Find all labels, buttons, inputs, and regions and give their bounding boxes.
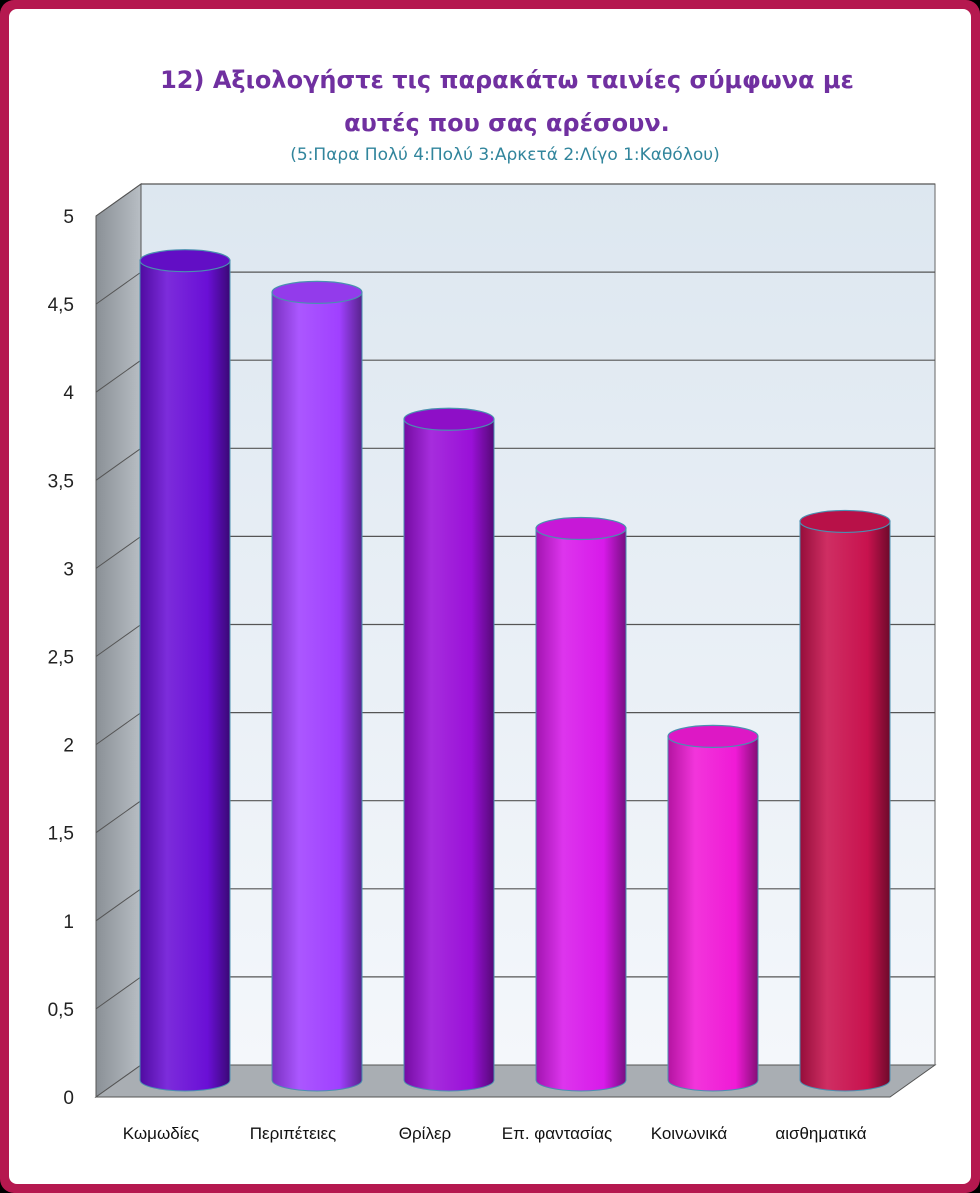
bar-top [667, 724, 759, 749]
y-tick-label: 4,5 [48, 295, 74, 316]
bar-top [403, 407, 495, 431]
x-category-label: αισθηματικά [775, 1124, 866, 1143]
bar [139, 249, 231, 1092]
y-tick-label: 0,5 [48, 1000, 74, 1021]
bar-body [535, 527, 627, 1092]
y-tick-label: 5 [63, 207, 74, 228]
x-axis-labels: Κωμωδίες Περιπέτειες Θρίλερ Επ. φαντασίας Κο… [123, 1124, 867, 1143]
bars [139, 249, 891, 1092]
gridline-side [95, 447, 142, 481]
gridline-side [95, 624, 142, 657]
bar-body [139, 260, 231, 1092]
x-category-label: Θρίλερ [399, 1124, 451, 1143]
chart-subtitle: (5:Παρα Πολύ 4:Πολύ 3:Αρκετά 2:Λίγο 1:Κα… [290, 145, 720, 165]
x-category-label: Κοινωνικά [651, 1124, 728, 1143]
gridline-side [95, 535, 142, 569]
gridline-side [95, 976, 142, 1010]
x-category-label: Επ. φαντασίας [502, 1124, 612, 1143]
bar-top [799, 509, 891, 534]
y-axis-ticks: 0 0,5 1 1,5 2 2,5 3 3,5 4 4,5 5 [48, 207, 75, 1109]
bar-body [667, 735, 759, 1092]
bar [667, 724, 759, 1092]
bar [403, 407, 495, 1092]
gridline-side [95, 359, 142, 393]
y-tick-label: 0 [63, 1088, 74, 1109]
bar [271, 280, 363, 1092]
bar [535, 516, 627, 1092]
bar-top [271, 280, 363, 304]
gridline-side [95, 712, 142, 746]
bar-top [535, 516, 627, 541]
chart-title-line1: 12) Αξιολογήστε τις παρακάτω ταινίες σύμ… [160, 66, 854, 94]
x-category-label: Κωμωδίες [123, 1124, 199, 1143]
bar-body [799, 520, 891, 1092]
bar-body [403, 418, 495, 1092]
gridline-side [95, 800, 142, 834]
x-category-label: Περιπέτειες [250, 1124, 336, 1143]
y-tick-label: 3 [63, 559, 74, 580]
y-tick-label: 1 [63, 912, 74, 933]
y-tick-label: 3,5 [48, 471, 74, 492]
bar [799, 509, 891, 1092]
y-tick-label: 2,5 [48, 648, 74, 669]
gridline-side [95, 271, 142, 305]
bar-top [139, 249, 231, 273]
y-tick-label: 1,5 [48, 824, 74, 845]
bar-body [271, 291, 363, 1092]
gridline-side [95, 888, 142, 922]
chart-title-line2: αυτές που σας αρέσουν. [344, 109, 670, 137]
y-tick-label: 4 [63, 383, 74, 404]
gridline-side [95, 183, 142, 217]
y-tick-label: 2 [63, 736, 74, 757]
